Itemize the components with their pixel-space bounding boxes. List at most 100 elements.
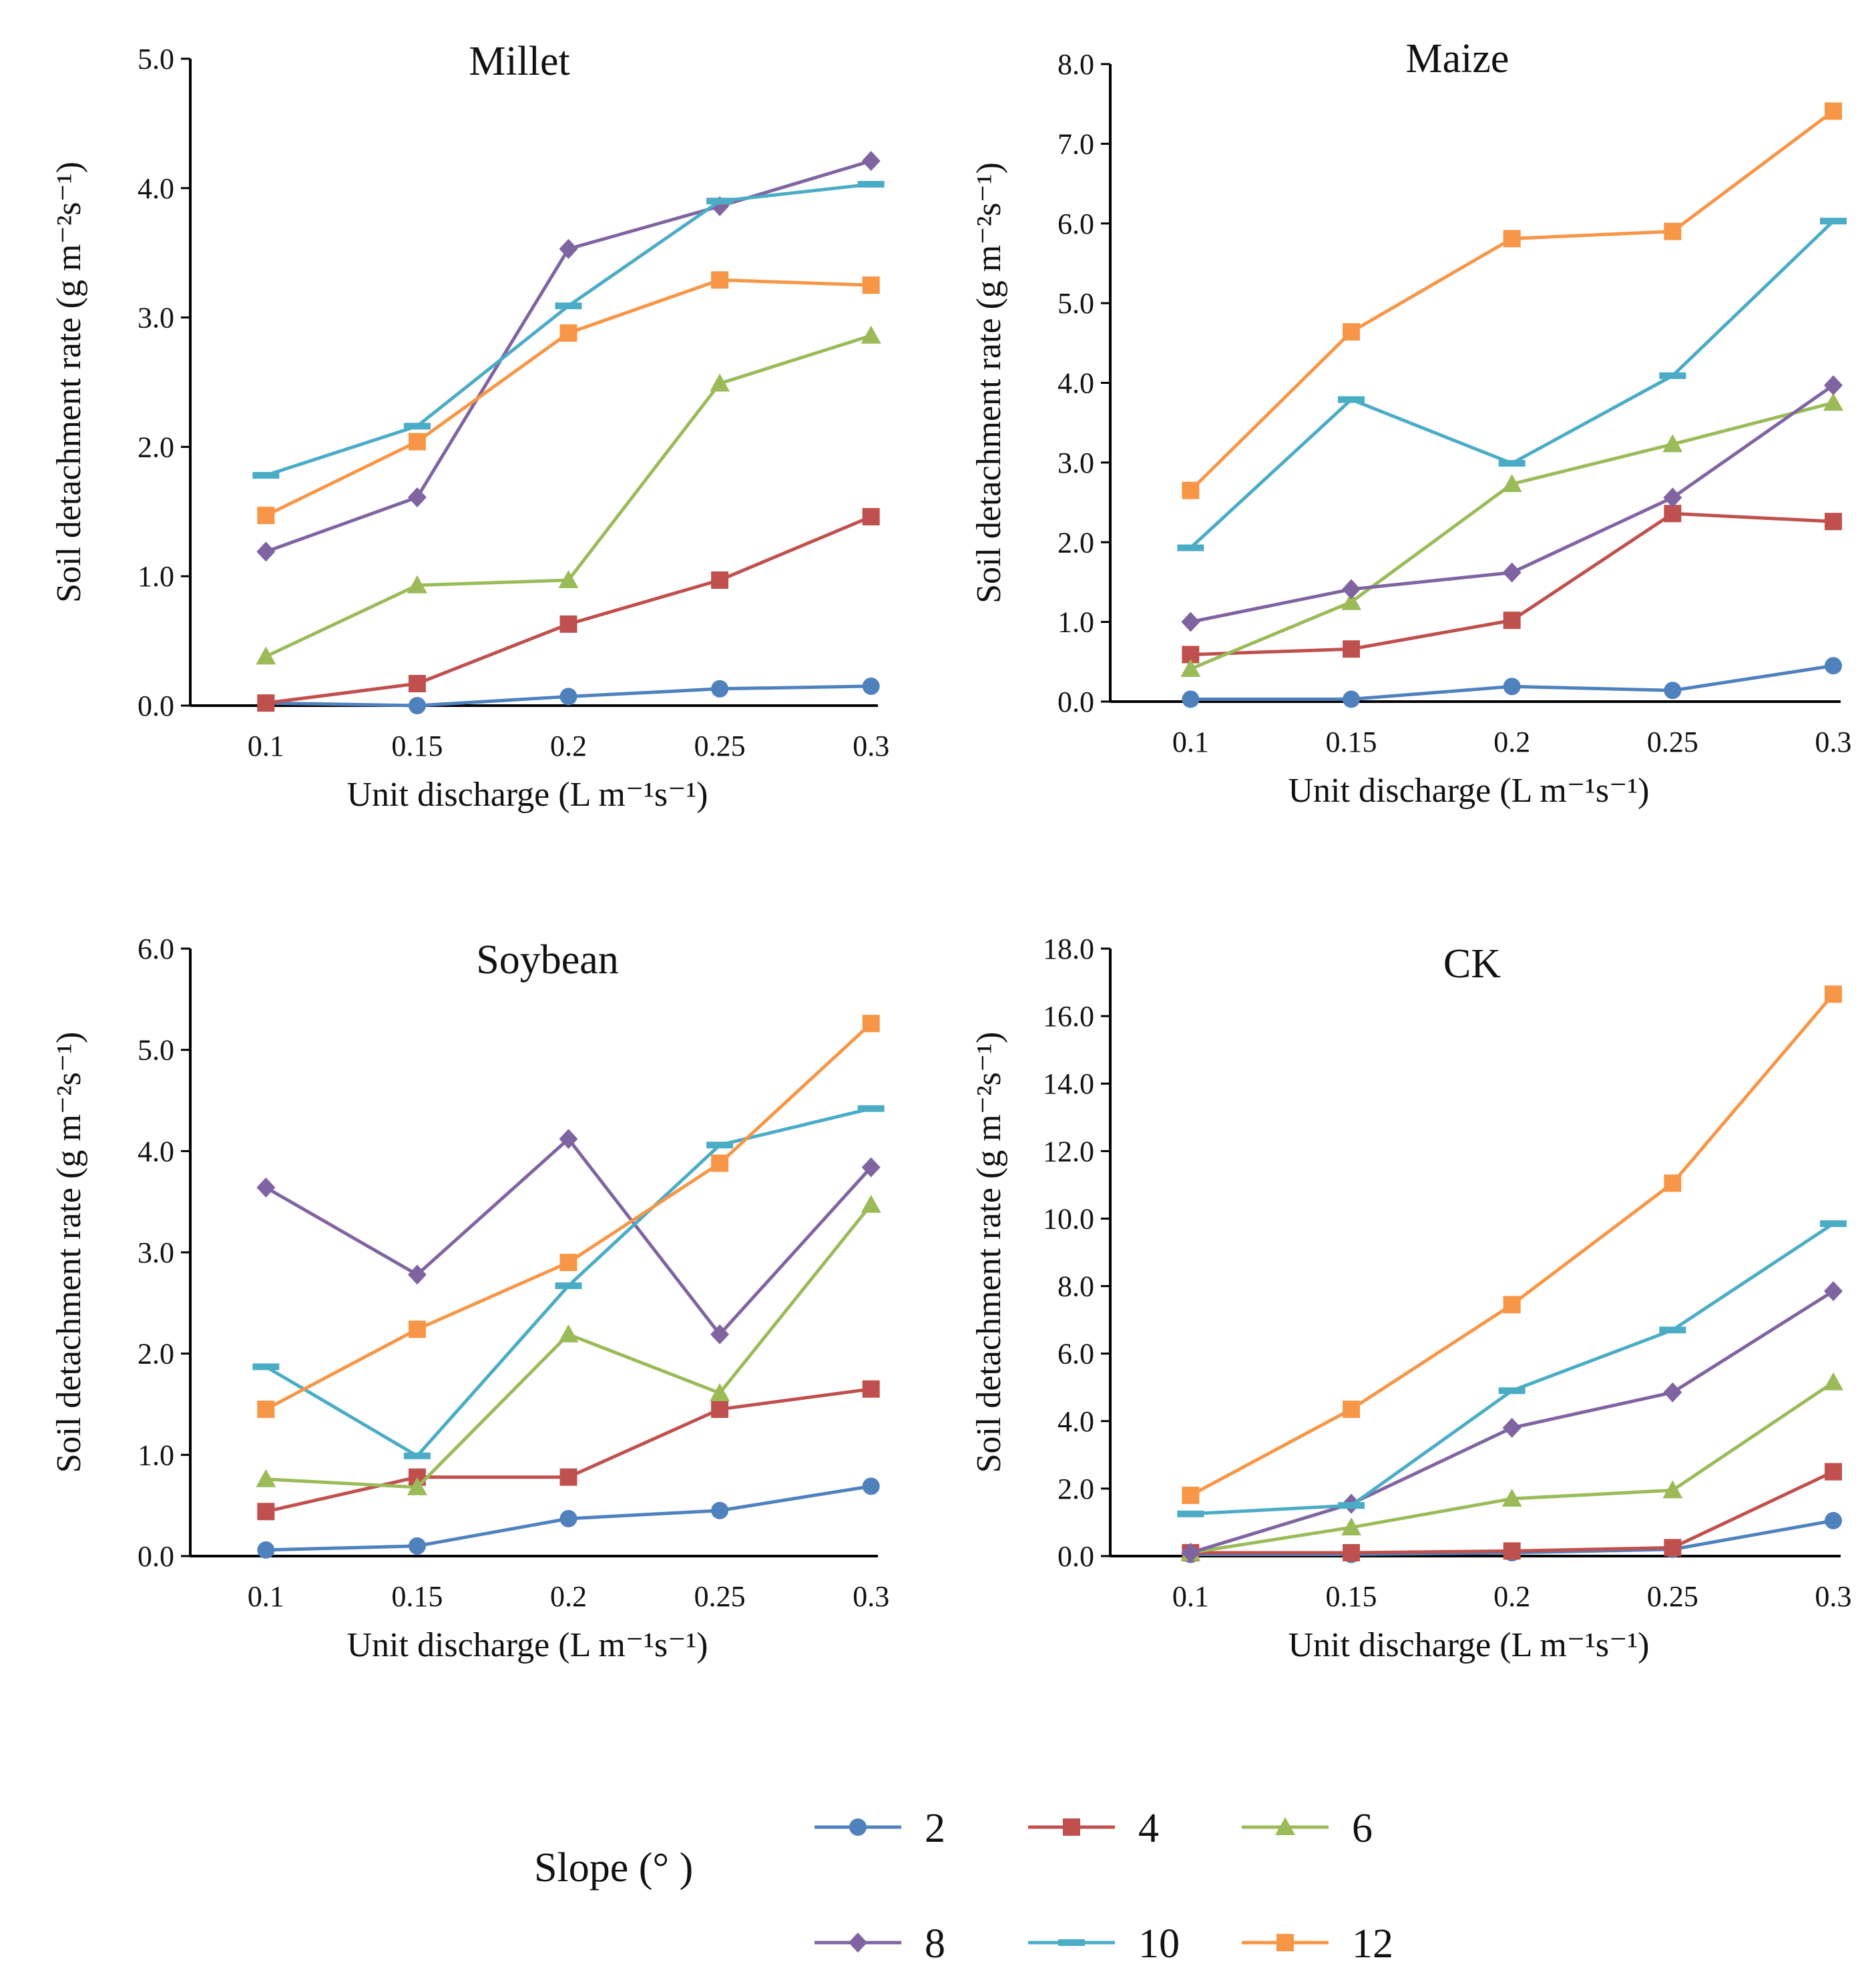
y-tick-label: 18.0 — [1043, 933, 1094, 965]
legend-marker — [1063, 1818, 1080, 1836]
y-tick-label: 4.0 — [138, 1135, 174, 1168]
series-10 — [1177, 1220, 1847, 1517]
data-point-12 — [1503, 1296, 1521, 1314]
x-tick-label: 0.3 — [1815, 726, 1852, 758]
data-point-10 — [706, 1142, 734, 1149]
legend-item-12: 12 — [1242, 1921, 1393, 1967]
y-tick-label: 2.0 — [138, 431, 174, 463]
legend-item-8: 8 — [814, 1921, 945, 1967]
y-tick-label: 2.0 — [138, 1338, 174, 1371]
x-tick-label: 0.15 — [1326, 726, 1377, 758]
series-8 — [256, 151, 881, 562]
y-tick-label: 6.0 — [138, 933, 174, 965]
data-point-2 — [1503, 678, 1521, 696]
data-point-8 — [861, 1157, 881, 1178]
data-point-6 — [1180, 659, 1201, 678]
chart-title: Maize — [1406, 36, 1509, 81]
data-point-4 — [257, 1503, 275, 1521]
data-point-2 — [862, 677, 880, 695]
data-point-10 — [1498, 1387, 1526, 1395]
data-point-8 — [559, 1129, 578, 1150]
series-10 — [252, 180, 885, 479]
x-axis-label: Unit discharge (L m⁻¹s⁻¹) — [347, 1626, 708, 1664]
data-point-12 — [862, 1015, 880, 1033]
panel-maize: 0.0 1.0 2.0 3.0 4.0 5.0 6.0 7.0 8.0 0.1 0.15 0.2 0.2… — [970, 36, 1852, 810]
data-point-12 — [559, 1254, 577, 1272]
data-point-12 — [711, 271, 729, 289]
y-tick-label: 2.0 — [1058, 526, 1094, 559]
data-point-10 — [857, 180, 885, 188]
series-8 — [1181, 1281, 1843, 1563]
data-point-4 — [1664, 1539, 1682, 1557]
series-line-4 — [1190, 511, 1834, 657]
series-line-4 — [265, 515, 872, 705]
series-line-6 — [265, 334, 872, 658]
series-line-8 — [1190, 384, 1835, 624]
legend-title: Slope (° ) — [534, 1845, 693, 1891]
data-point-8 — [1502, 1417, 1521, 1438]
x-tick-label: 0.2 — [550, 1580, 587, 1613]
data-point-6 — [861, 325, 881, 344]
data-point-12 — [1182, 481, 1200, 499]
series-2 — [257, 1477, 880, 1559]
data-point-4 — [1343, 640, 1361, 658]
data-point-8 — [1663, 1382, 1682, 1403]
legend-item-6: 6 — [1242, 1806, 1373, 1851]
y-axis-label: Soil detachment rate (g m⁻²s⁻¹) — [970, 1032, 1008, 1473]
legend-items: 2 4 6 8 10 12 — [814, 1806, 1393, 1967]
data-point-10 — [403, 423, 431, 430]
data-point-4 — [257, 694, 275, 712]
data-point-4 — [711, 1401, 729, 1419]
series-10 — [1177, 218, 1847, 551]
y-tick-label: 10.0 — [1043, 1202, 1094, 1235]
x-tick-label: 0.25 — [694, 730, 746, 762]
y-tick-label: 14.0 — [1043, 1067, 1094, 1100]
x-tick-label: 0.1 — [1172, 726, 1209, 758]
series-line-6 — [1190, 1381, 1835, 1555]
data-point-10 — [555, 302, 582, 310]
chart-title: CK — [1443, 941, 1501, 987]
series-4 — [1182, 1463, 1843, 1561]
x-tick-label: 0.2 — [550, 730, 587, 762]
x-tick-label: 0.15 — [391, 730, 443, 762]
series-4 — [257, 508, 880, 712]
series-12 — [1182, 985, 1843, 1504]
y-tick-label: 1.0 — [138, 560, 174, 593]
data-point-12 — [257, 507, 275, 525]
legend-item-2: 2 — [814, 1806, 945, 1851]
y-tick-label: 8.0 — [1058, 1270, 1094, 1303]
panel-ck: 0.0 2.0 4.0 6.0 8.0 10.0 12.0 14.0 16.0 18.0 0.1 0.… — [970, 933, 1852, 1664]
data-point-12 — [1664, 222, 1682, 240]
x-tick-label: 0.1 — [248, 730, 284, 762]
series-line-10 — [265, 1107, 872, 1458]
data-point-2 — [711, 1501, 729, 1519]
y-tick-label: 12.0 — [1043, 1135, 1094, 1168]
data-point-4 — [1664, 505, 1682, 523]
x-axis-label: Unit discharge (L m⁻¹s⁻¹) — [347, 776, 708, 814]
data-point-12 — [257, 1401, 275, 1419]
data-point-12 — [711, 1154, 729, 1172]
y-tick-label: 3.0 — [138, 302, 174, 334]
x-tick-label: 0.3 — [853, 1580, 889, 1613]
y-tick-label: 1.0 — [1058, 606, 1094, 639]
data-point-2 — [408, 697, 426, 714]
y-tick-label: 0.0 — [1058, 686, 1094, 718]
series-line-12 — [265, 1022, 873, 1411]
data-point-10 — [1338, 396, 1365, 403]
data-point-12 — [1664, 1174, 1682, 1192]
data-point-8 — [710, 1324, 730, 1344]
data-point-6 — [1501, 474, 1522, 493]
y-tick-label: 5.0 — [1058, 287, 1094, 320]
data-point-6 — [256, 646, 276, 665]
data-point-2 — [257, 1541, 275, 1559]
data-point-4 — [862, 1380, 880, 1398]
data-point-12 — [408, 433, 426, 451]
x-tick-label: 0.25 — [694, 1580, 746, 1613]
data-point-6 — [558, 570, 579, 589]
x-tick-label: 0.1 — [1172, 1580, 1209, 1613]
data-point-12 — [862, 276, 880, 294]
data-point-6 — [407, 1477, 427, 1495]
legend-label: 8 — [925, 1921, 945, 1967]
series-2 — [257, 677, 880, 714]
data-point-6 — [1341, 1517, 1362, 1536]
